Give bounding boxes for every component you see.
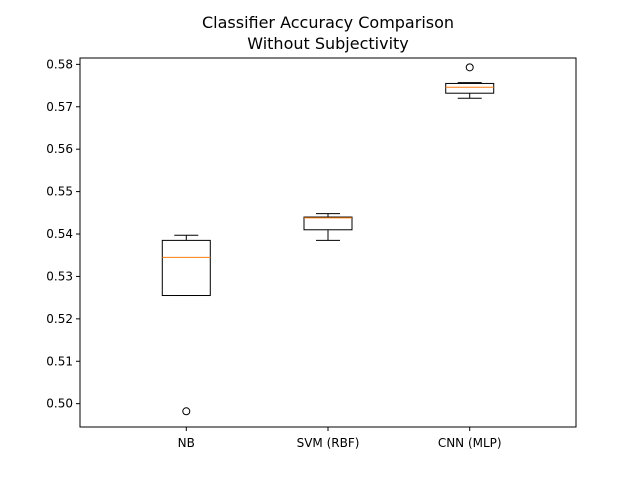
x-tick-label: NB (178, 436, 195, 450)
box-body (161, 239, 211, 297)
box-outlier (465, 63, 474, 72)
x-tick-label: SVM (RBF) (297, 436, 360, 450)
axes-frame (79, 57, 577, 428)
box-outlier (182, 407, 191, 416)
y-tick-label: 0.58 (46, 57, 73, 71)
y-tick-label: 0.55 (46, 185, 73, 199)
y-tick-label: 0.50 (46, 397, 73, 411)
chart-subtitle: Without Subjectivity (247, 34, 409, 53)
y-tick-label: 0.53 (46, 269, 73, 283)
plot-area: 0.50 0.51 0.52 0.53 0.54 0.55 0.56 0.57 0.58 NB SV… (46, 57, 501, 450)
y-tick-label: 0.54 (46, 227, 73, 241)
y-tick-label: 0.52 (46, 312, 73, 326)
box-body (303, 216, 353, 231)
y-tick-label: 0.51 (46, 354, 73, 368)
box-body (445, 82, 495, 94)
y-tick-label: 0.57 (46, 100, 73, 114)
y-tick-label: 0.56 (46, 142, 73, 156)
x-tick-label: CNN (MLP) (438, 436, 502, 450)
chart-title: Classifier Accuracy Comparison (202, 13, 454, 32)
